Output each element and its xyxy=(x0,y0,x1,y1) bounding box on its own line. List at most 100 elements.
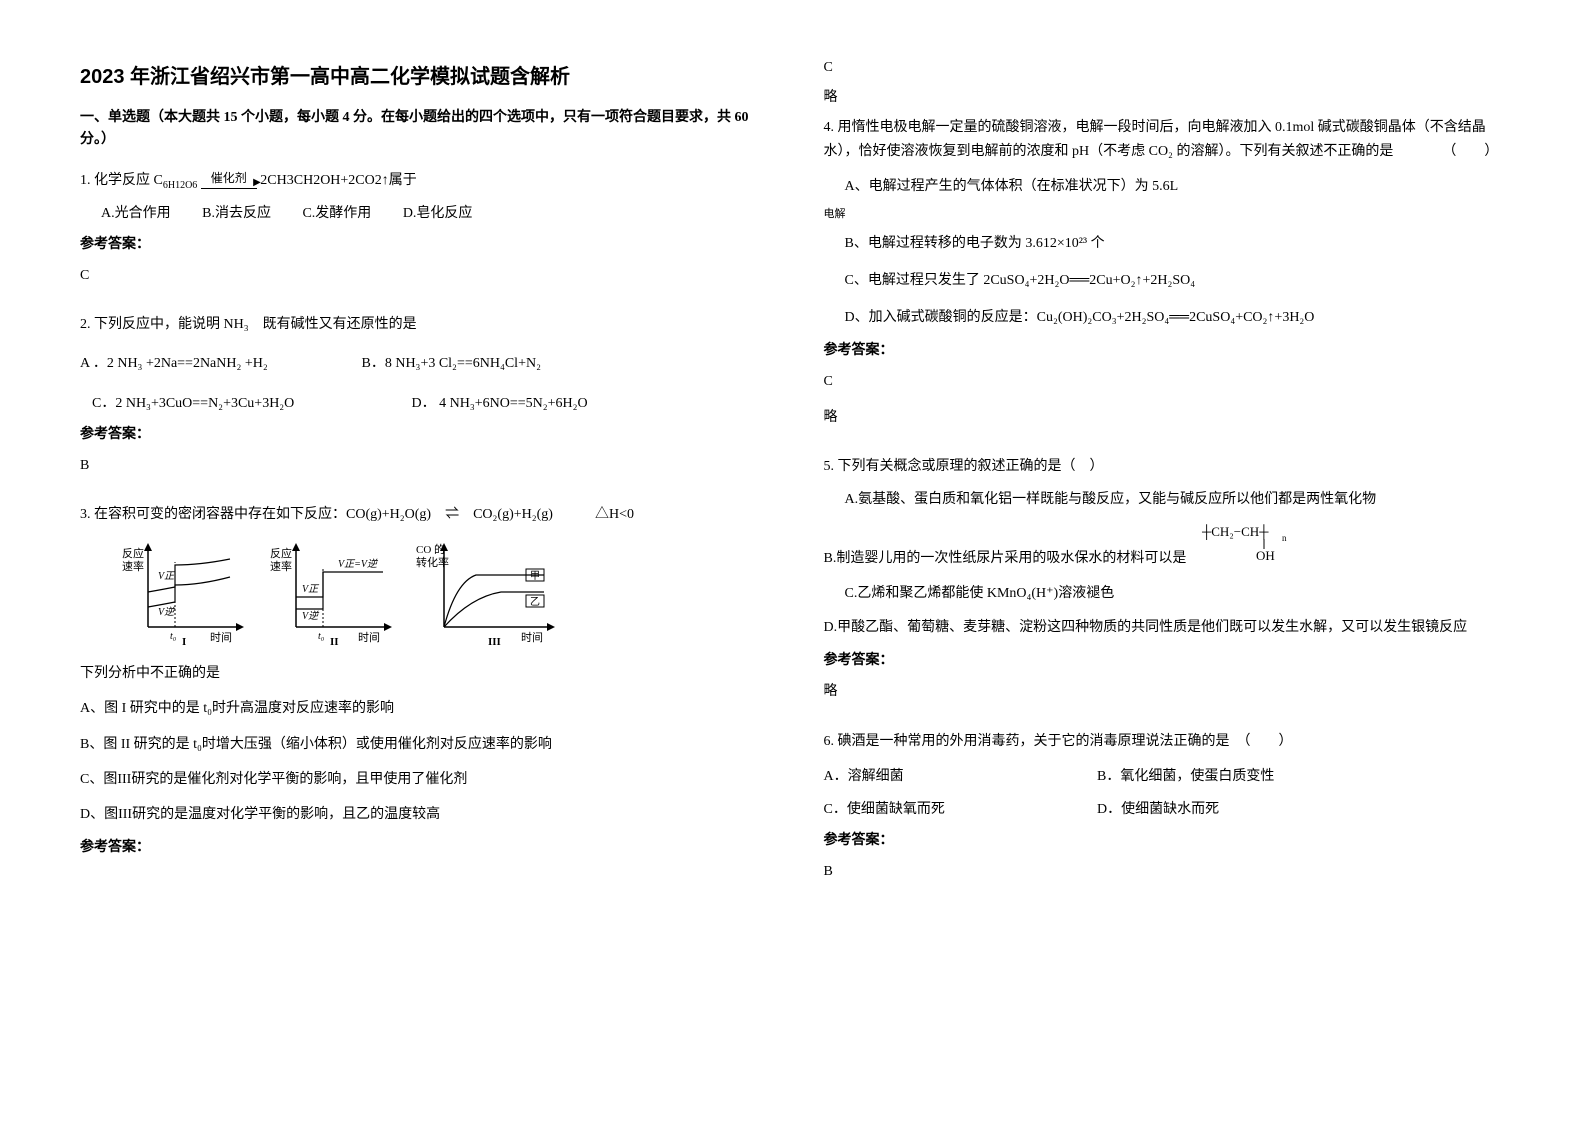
q4-stem: 4. 用惰性电极电解一定量的硫酸铜溶液，电解一段时间后，向电解液加入 0.1mo… xyxy=(824,116,1508,164)
q2-optD: D． 4 NH₃+6NO==5N₂+6H₂O xyxy=(412,391,588,416)
q2-optA: A ．2 NH₃ +2Na==2NaNH₂ +H₂ xyxy=(80,351,330,376)
q6-optA: A．溶解细菌 xyxy=(824,764,1044,789)
arrow-label: 催化剂 xyxy=(211,171,247,185)
svg-text:I: I xyxy=(182,636,186,647)
q2-options-row1: A ．2 NH₃ +2Na==2NaNH₂ +H₂ B．8 NH₃+3 Cl₂=… xyxy=(80,351,764,376)
svg-text:V正: V正 xyxy=(302,584,320,595)
right-column: C 略 4. 用惰性电极电解一定量的硫酸铜溶液，电解一段时间后，向电解液加入 0… xyxy=(824,60,1508,1062)
q5-optB-row: B.制造婴儿用的一次性纸尿片采用的吸水保水的材料可以是 ┼CH₂−CH┼ n O… xyxy=(824,522,1508,571)
svg-text:V逆: V逆 xyxy=(158,606,176,618)
q4-optD: D、加入碱式碳酸铜的反应是：Cu₂(OH)₂CO₃+2H₂SO₄══2CuSO₄… xyxy=(824,305,1508,330)
graph-3: CO 的 转化率 甲 乙 时间 III xyxy=(416,537,566,647)
q3-optD: D、图III研究的是温度对化学平衡的影响，且乙的温度较高 xyxy=(80,802,764,827)
q1-stem: 1. 化学反应 C6H12O6 催化剂 ▶ 2CH3CH2OH+2CO2↑属于 xyxy=(80,168,764,195)
svg-text:V正=V逆: V正=V逆 xyxy=(338,558,379,570)
q6-stem: 6. 碘酒是一种常用的外用消毒药，关于它的消毒原理说法正确的是 （ ） xyxy=(824,729,1508,754)
q2-optC: C．2 NH₃+3CuO==N₂+3Cu+3H₂O xyxy=(80,391,380,416)
q4-omit: 略 xyxy=(824,405,1508,430)
svg-text:反应: 反应 xyxy=(122,546,144,560)
q4-note: 电解 xyxy=(824,205,1508,225)
q5-optA: A.氨基酸、蛋白质和氧化铝一样既能与酸反应，又能与碱反应所以他们都是两性氧化物 xyxy=(824,487,1508,512)
q4-optC-text: C、电解过程只发生了 2CuSO₄+2H₂O══2Cu+O₂↑+2H₂SO₄ xyxy=(845,273,1196,288)
graph-1: 反应 速率 V正 V逆 t₀ 时间 I xyxy=(120,537,250,647)
q5-optD: D.甲酸乙酯、葡萄糖、麦芽糖、淀粉这四种物质的共同性质是他们既可以发生水解，又可… xyxy=(824,616,1508,640)
question-5: 5. 下列有关概念或原理的叙述正确的是（ ） A.氨基酸、蛋白质和氧化铝一样既能… xyxy=(824,454,1508,715)
q4-answer-label: 参考答案： xyxy=(824,338,1508,363)
q3-stem: 3. 在容积可变的密闭容器中存在如下反应：CO(g)+H₂O(g) ⇌ CO₂(… xyxy=(80,502,764,527)
svg-text:II: II xyxy=(330,636,339,647)
svg-text:t₀: t₀ xyxy=(318,631,325,642)
question-2: 2. 下列反应中，能说明 NH₃ 既有碱性又有还原性的是 A ．2 NH₃ +2… xyxy=(80,312,764,488)
svg-text:V正: V正 xyxy=(158,571,176,582)
q3-answer: C xyxy=(824,60,1508,76)
question-1: 1. 化学反应 C6H12O6 催化剂 ▶ 2CH3CH2OH+2CO2↑属于 … xyxy=(80,168,764,298)
q2-answer: B xyxy=(80,453,764,478)
svg-text:n: n xyxy=(1282,533,1287,543)
document-title: 2023 年浙江省绍兴市第一高中高二化学模拟试题含解析 xyxy=(80,60,764,89)
graph-2: 反应 速率 V正 V逆 V正=V逆 t₀ 时间 II xyxy=(268,537,398,647)
question-4: 4. 用惰性电极电解一定量的硫酸铜溶液，电解一段时间后，向电解液加入 0.1mo… xyxy=(824,116,1508,440)
svg-text:乙: 乙 xyxy=(530,596,540,608)
arrow-line xyxy=(201,188,257,189)
q1-answer: C xyxy=(80,263,764,288)
q1-answer-label: 参考答案： xyxy=(80,232,764,257)
svg-text:甲: 甲 xyxy=(530,571,540,582)
question-6: 6. 碘酒是一种常用的外用消毒药，关于它的消毒原理说法正确的是 （ ） A．溶解… xyxy=(824,729,1508,895)
q2-options-row2: C．2 NH₃+3CuO==N₂+3Cu+3H₂O D． 4 NH₃+6NO==… xyxy=(80,391,764,416)
q6-options-row1: A．溶解细菌 B．氧化细菌，使蛋白质变性 xyxy=(824,764,1508,789)
q3-below: 下列分析中不正确的是 xyxy=(80,661,764,686)
q5-answer-label: 参考答案： xyxy=(824,648,1508,673)
svg-text:OH: OH xyxy=(1256,548,1275,562)
q1-options: A.光合作用 B.消去反应 C.发酵作用 D.皂化反应 xyxy=(80,201,764,226)
svg-text:III: III xyxy=(488,636,501,647)
svg-text:反应: 反应 xyxy=(270,546,292,560)
q4-optD-text: D、加入碱式碳酸铜的反应是：Cu₂(OH)₂CO₃+2H₂SO₄══2CuSO₄… xyxy=(845,310,1315,325)
svg-text:时间: 时间 xyxy=(358,631,380,644)
q6-answer-label: 参考答案： xyxy=(824,828,1508,853)
svg-text:┼CH₂−CH┼: ┼CH₂−CH┼ xyxy=(1201,524,1269,540)
q4-answer: C xyxy=(824,369,1508,394)
q6-optB: B．氧化细菌，使蛋白质变性 xyxy=(1097,764,1274,789)
svg-text:V逆: V逆 xyxy=(302,610,320,622)
svg-text:速率: 速率 xyxy=(270,559,292,573)
reaction-arrow-icon: 催化剂 ▶ xyxy=(201,170,257,192)
q5-optB: B.制造婴儿用的一次性纸尿片采用的吸水保水的材料可以是 xyxy=(824,546,1187,571)
svg-text:CO 的: CO 的 xyxy=(416,542,445,556)
q4-optB: B、电解过程转移的电子数为 3.612×10²³ 个 xyxy=(824,231,1508,256)
q1-optB: B.消去反应 xyxy=(202,201,271,226)
q3-optA: A、图 I 研究中的是 t₀时升高温度对反应速率的影响 xyxy=(80,696,764,721)
q2-answer-label: 参考答案： xyxy=(80,422,764,447)
q5-optC: C.乙烯和聚乙烯都能使 KMnO₄(H⁺)溶液褪色 xyxy=(824,581,1508,606)
svg-text:转化率: 转化率 xyxy=(416,555,449,569)
q2-optB: B．8 NH₃+3 Cl₂==6NH₄Cl+N₂ xyxy=(362,351,541,376)
q6-optC: C．使细菌缺氧而死 xyxy=(824,797,1044,822)
question-3: 3. 在容积可变的密闭容器中存在如下反应：CO(g)+H₂O(g) ⇌ CO₂(… xyxy=(80,502,764,866)
svg-text:时间: 时间 xyxy=(521,631,543,644)
q1-optA: A.光合作用 xyxy=(101,201,171,226)
q5-stem: 5. 下列有关概念或原理的叙述正确的是（ ） xyxy=(824,454,1508,479)
left-column: 2023 年浙江省绍兴市第一高中高二化学模拟试题含解析 一、单选题（本大题共 1… xyxy=(80,60,764,1062)
q3-optB: B、图 II 研究的是 t₀时增大压强（缩小体积）或使用催化剂对反应速率的影响 xyxy=(80,732,764,757)
section-heading: 一、单选题（本大题共 15 个小题，每小题 4 分。在每小题给出的四个选项中，只… xyxy=(80,107,764,152)
q6-optD: D．使细菌缺水而死 xyxy=(1097,797,1219,822)
q6-options-row2: C．使细菌缺氧而死 D．使细菌缺水而死 xyxy=(824,797,1508,822)
polymer-structure-icon: ┼CH₂−CH┼ n OH xyxy=(1196,522,1296,571)
q2-stem: 2. 下列反应中，能说明 NH₃ 既有碱性又有还原性的是 xyxy=(80,312,764,337)
svg-text:时间: 时间 xyxy=(210,631,232,644)
q1-optC: C.发酵作用 xyxy=(302,201,371,226)
svg-text:t₀: t₀ xyxy=(170,631,177,642)
q3-optC: C、图III研究的是催化剂对化学平衡的影响，且甲使用了催化剂 xyxy=(80,767,764,792)
q3-omit: 略 xyxy=(824,86,1508,106)
q3-answer-label: 参考答案： xyxy=(80,835,764,860)
q6-answer: B xyxy=(824,859,1508,884)
arrow-head-icon: ▶ xyxy=(253,174,261,192)
q5-answer: 略 xyxy=(824,679,1508,704)
q1-text-prefix: 1. 化学反应 C xyxy=(80,173,163,188)
q1-formula-l: 6H12O6 xyxy=(163,180,197,191)
q1-optD: D.皂化反应 xyxy=(403,201,473,226)
q4-optA: A、电解过程产生的气体体积（在标准状况下）为 5.6L xyxy=(824,174,1508,199)
svg-text:速率: 速率 xyxy=(122,559,144,573)
q1-formula-r: 2CH3CH2OH+2CO2↑属于 xyxy=(260,173,416,188)
q3-graphs: 反应 速率 V正 V逆 t₀ 时间 I 反应 速率 xyxy=(120,537,764,647)
q4-optC: C、电解过程只发生了 2CuSO₄+2H₂O══2Cu+O₂↑+2H₂SO₄ xyxy=(824,268,1508,293)
